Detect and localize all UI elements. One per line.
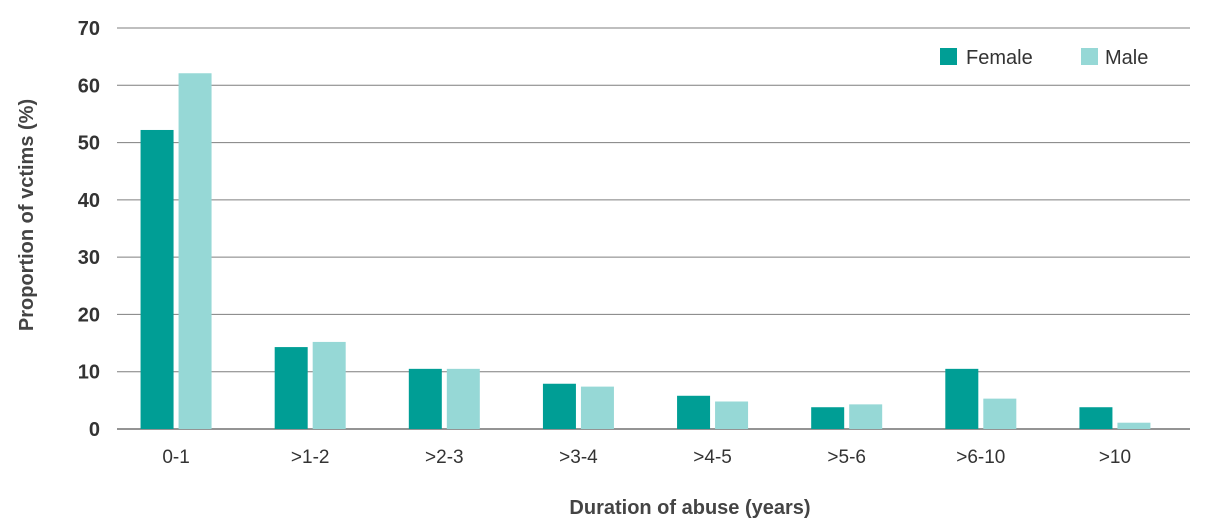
bars	[140, 73, 1151, 430]
bar-female-1	[274, 347, 308, 429]
x-axis-title: Duration of abuse (years)	[569, 497, 810, 519]
legend-label-male: Male	[1105, 47, 1148, 69]
x-tick-label: >2-3	[425, 447, 464, 468]
y-tick-label: 40	[78, 190, 100, 212]
bar-female-4	[677, 395, 711, 429]
x-tick-label: 0-1	[162, 447, 189, 468]
legend-swatch-male	[1081, 48, 1098, 65]
bar-female-3	[542, 383, 576, 429]
legend-label-female: Female	[966, 47, 1033, 69]
x-tick-label: >3-4	[559, 447, 598, 468]
bar-male-3	[580, 386, 614, 429]
y-tick-label: 0	[89, 419, 100, 441]
y-tick-label: 10	[78, 362, 100, 384]
bar-female-6	[945, 368, 979, 429]
bar-male-2	[446, 368, 480, 429]
bar-female-2	[408, 368, 442, 429]
bar-male-7	[1117, 422, 1151, 429]
legend-swatch-female	[940, 48, 957, 65]
bar-female-7	[1079, 407, 1113, 429]
legend: Female Male	[940, 47, 1148, 69]
y-tick-labels: 0 10 20 30 40 50 60 70	[78, 18, 100, 441]
y-tick-label: 30	[78, 247, 100, 269]
y-tick-label: 50	[78, 133, 100, 155]
bar-male-0	[178, 73, 212, 430]
y-tick-label: 20	[78, 304, 100, 326]
x-tick-label: >1-2	[291, 447, 330, 468]
x-tick-label: >6-10	[956, 447, 1005, 468]
y-tick-label: 60	[78, 75, 100, 97]
y-axis-title: Proportion of vctims (%)	[16, 99, 38, 331]
y-tick-label: 70	[78, 18, 100, 40]
x-tick-label: >5-6	[827, 447, 866, 468]
x-tick-label: >4-5	[693, 447, 732, 468]
bar-female-5	[811, 407, 845, 429]
bar-male-4	[715, 401, 749, 429]
x-tick-label: >10	[1099, 447, 1131, 468]
bar-male-5	[849, 404, 883, 429]
bar-male-1	[312, 341, 346, 429]
bar-female-0	[140, 129, 174, 429]
bar-male-6	[983, 398, 1017, 429]
x-tick-labels: 0-1 >1-2 >2-3 >3-4 >4-5 >5-6 >6-10 >10	[162, 447, 1131, 468]
